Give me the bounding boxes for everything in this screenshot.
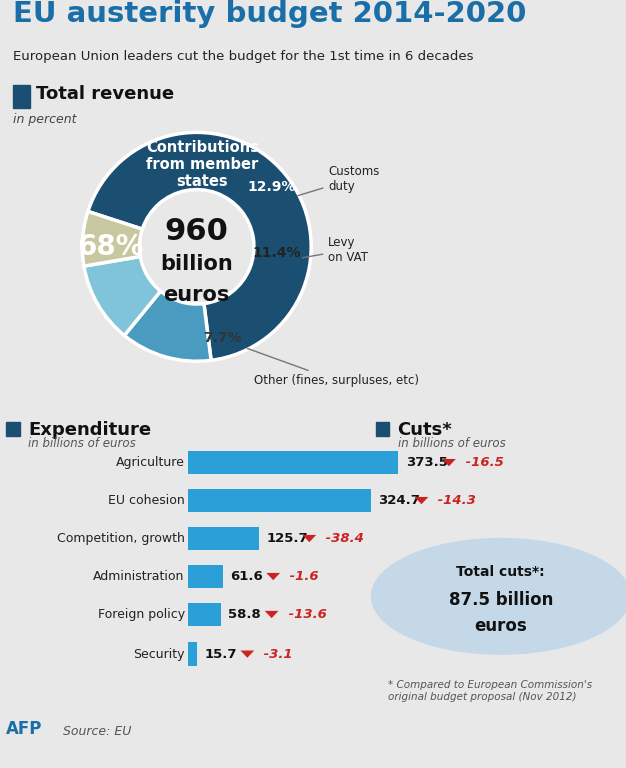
Text: * Compared to European Commission's
original budget proposal (Nov 2012): * Compared to European Commission's orig… xyxy=(388,680,592,702)
Text: Agriculture: Agriculture xyxy=(116,456,185,469)
Text: 61.6: 61.6 xyxy=(230,570,263,583)
Text: in percent: in percent xyxy=(13,113,76,125)
Text: Levy
on VAT: Levy on VAT xyxy=(302,236,368,263)
Text: Total revenue: Total revenue xyxy=(36,85,174,104)
Text: 87.5 billion: 87.5 billion xyxy=(449,591,553,609)
Bar xyxy=(6,422,20,436)
Bar xyxy=(188,488,371,512)
Wedge shape xyxy=(84,257,160,336)
Text: AFP: AFP xyxy=(6,720,43,738)
Text: euros: euros xyxy=(475,617,527,635)
Bar xyxy=(188,603,221,627)
Bar xyxy=(188,642,197,666)
Text: Competition, growth: Competition, growth xyxy=(57,532,185,545)
Text: 11.4%: 11.4% xyxy=(253,246,301,260)
Text: billion: billion xyxy=(160,254,233,274)
Text: European Union leaders cut the budget for the 1st time in 6 decades: European Union leaders cut the budget fo… xyxy=(13,50,473,63)
Text: -3.1: -3.1 xyxy=(259,647,293,660)
Text: -1.6: -1.6 xyxy=(285,570,319,583)
Polygon shape xyxy=(442,459,456,466)
Text: euros: euros xyxy=(163,285,230,305)
Wedge shape xyxy=(82,211,142,266)
Text: Total cuts*:: Total cuts*: xyxy=(456,564,545,578)
Wedge shape xyxy=(125,291,211,361)
Text: Contributions
from member
states: Contributions from member states xyxy=(146,140,259,190)
Polygon shape xyxy=(302,535,316,542)
Text: 12.9%: 12.9% xyxy=(247,180,295,194)
Text: 58.8: 58.8 xyxy=(228,608,261,621)
Text: EU austerity budget 2014-2020: EU austerity budget 2014-2020 xyxy=(13,0,526,28)
Polygon shape xyxy=(265,611,279,618)
Bar xyxy=(188,527,259,551)
Text: Expenditure: Expenditure xyxy=(28,421,151,439)
Text: Source: EU: Source: EU xyxy=(63,725,131,738)
Text: Other (fines, surpluses, etc): Other (fines, surpluses, etc) xyxy=(247,349,419,387)
Wedge shape xyxy=(88,132,311,360)
Text: Administration: Administration xyxy=(93,570,185,583)
Polygon shape xyxy=(266,573,280,580)
Bar xyxy=(188,451,398,475)
Text: 15.7: 15.7 xyxy=(204,647,237,660)
Text: EU cohesion: EU cohesion xyxy=(108,494,185,507)
Text: Security: Security xyxy=(133,647,185,660)
Text: -16.5: -16.5 xyxy=(461,456,504,469)
Text: 7.7%: 7.7% xyxy=(203,331,241,346)
Bar xyxy=(376,422,389,436)
Text: -14.3: -14.3 xyxy=(433,494,476,507)
Polygon shape xyxy=(414,497,428,505)
Text: 68%: 68% xyxy=(78,233,144,261)
Text: 960: 960 xyxy=(165,217,228,247)
Bar xyxy=(13,85,30,108)
Text: 373.5: 373.5 xyxy=(406,456,448,469)
Text: Foreign policy: Foreign policy xyxy=(98,608,185,621)
Text: in billions of euros: in billions of euros xyxy=(28,437,136,450)
Polygon shape xyxy=(372,538,626,654)
Text: in billions of euros: in billions of euros xyxy=(398,437,505,450)
Text: -13.6: -13.6 xyxy=(284,608,326,621)
Text: Customs
duty: Customs duty xyxy=(298,164,380,196)
Bar xyxy=(188,564,222,588)
Text: 324.7: 324.7 xyxy=(378,494,420,507)
Text: 125.7: 125.7 xyxy=(266,532,308,545)
Text: Cuts*: Cuts* xyxy=(398,421,452,439)
Polygon shape xyxy=(240,650,254,657)
Text: -38.4: -38.4 xyxy=(321,532,364,545)
